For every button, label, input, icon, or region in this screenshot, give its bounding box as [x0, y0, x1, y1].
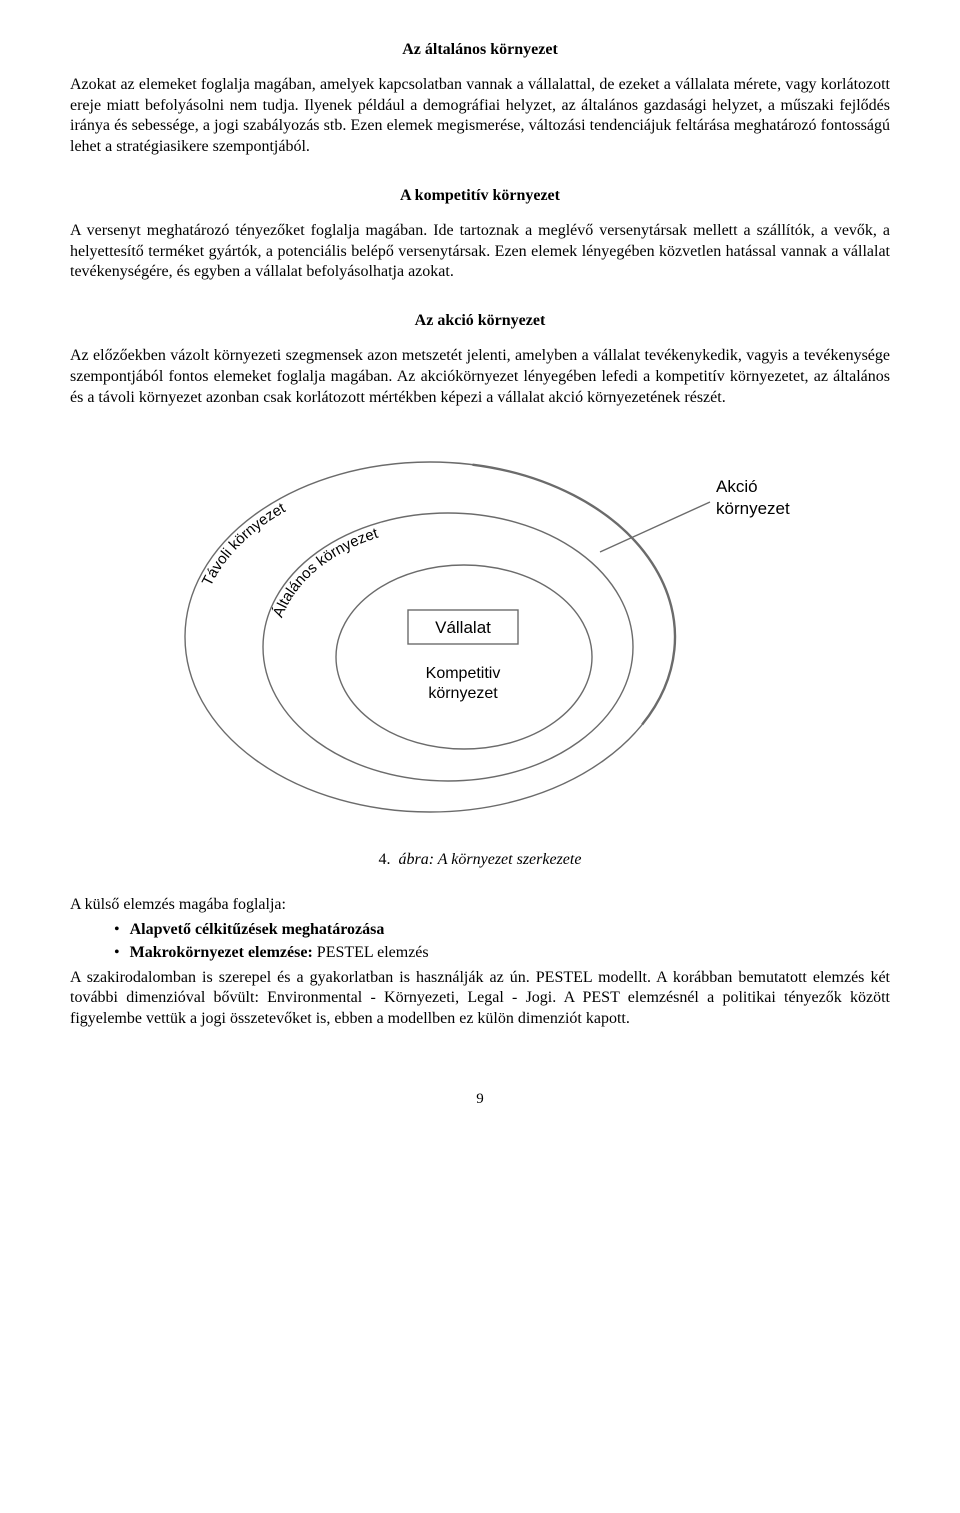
svg-text:Általános környezet: Általános környezet — [270, 525, 381, 620]
figure-caption-text: ábra: A környezet szerkezete — [399, 851, 582, 868]
figure-number: 4. — [379, 851, 391, 868]
svg-text:Akció: Akció — [716, 477, 758, 496]
section-title-general: Az általános környezet — [70, 40, 890, 61]
svg-text:Vállalat: Vállalat — [435, 618, 491, 637]
footer-bullet-list: Alapvető célkitűzések meghatározása Makr… — [70, 920, 890, 964]
para-competitive: A versenyt meghatározó tényezőket foglal… — [70, 221, 890, 283]
figure-caption: 4. ábra: A környezet szerkezete — [70, 850, 890, 871]
section-title-competitive: A kompetitív környezet — [70, 186, 890, 207]
bullet-1-text: Alapvető célkitűzések meghatározása — [130, 921, 385, 938]
para-action: Az előzőekben vázolt környezeti szegmens… — [70, 346, 890, 408]
para-general: Azokat az elemeket foglalja magában, ame… — [70, 75, 890, 158]
section-title-action: Az akció környezet — [70, 311, 890, 332]
page-number: 9 — [70, 1090, 890, 1110]
svg-text:környezet: környezet — [428, 685, 498, 702]
list-item: Alapvető célkitűzések meghatározása — [114, 920, 890, 941]
environment-structure-diagram: Vállalat Kompetitiv környezet Távoli környe… — [70, 422, 890, 842]
list-item: Makrokörnyezet elemzése: PESTEL elemzés — [114, 943, 890, 964]
svg-text:Kompetitiv: Kompetitiv — [426, 665, 501, 682]
svg-text:Távoli környezet: Távoli környezet — [199, 500, 289, 590]
footer-para: A szakirodalomban is szerepel és a gyako… — [70, 968, 890, 1030]
svg-text:környezet: környezet — [716, 499, 790, 518]
bullet-2-rest: PESTEL elemzés — [313, 944, 429, 961]
bullet-2-bold: Makrokörnyezet elemzése: — [130, 944, 313, 961]
footer-lead: A külső elemzés magába foglalja: — [70, 895, 890, 916]
